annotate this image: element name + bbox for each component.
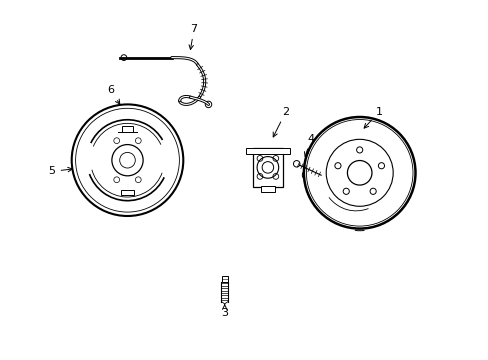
Circle shape [293, 161, 299, 167]
Text: 7: 7 [189, 24, 197, 49]
Circle shape [205, 101, 211, 108]
Circle shape [112, 145, 143, 176]
Circle shape [135, 177, 141, 183]
Bar [245, 148, 289, 154]
Circle shape [114, 177, 120, 183]
Bar [222, 276, 227, 282]
Text: 1: 1 [364, 107, 382, 128]
Circle shape [114, 138, 120, 144]
Circle shape [135, 138, 141, 144]
Text: 3: 3 [221, 305, 228, 318]
Text: 5: 5 [49, 166, 72, 176]
Circle shape [72, 104, 183, 216]
Text: 6: 6 [107, 85, 120, 104]
Circle shape [257, 157, 278, 178]
Bar [260, 186, 275, 192]
Bar [121, 190, 134, 195]
Text: 4: 4 [304, 134, 314, 157]
Circle shape [121, 55, 126, 60]
Bar [252, 148, 283, 187]
Bar [122, 126, 133, 132]
Text: 2: 2 [273, 107, 289, 137]
